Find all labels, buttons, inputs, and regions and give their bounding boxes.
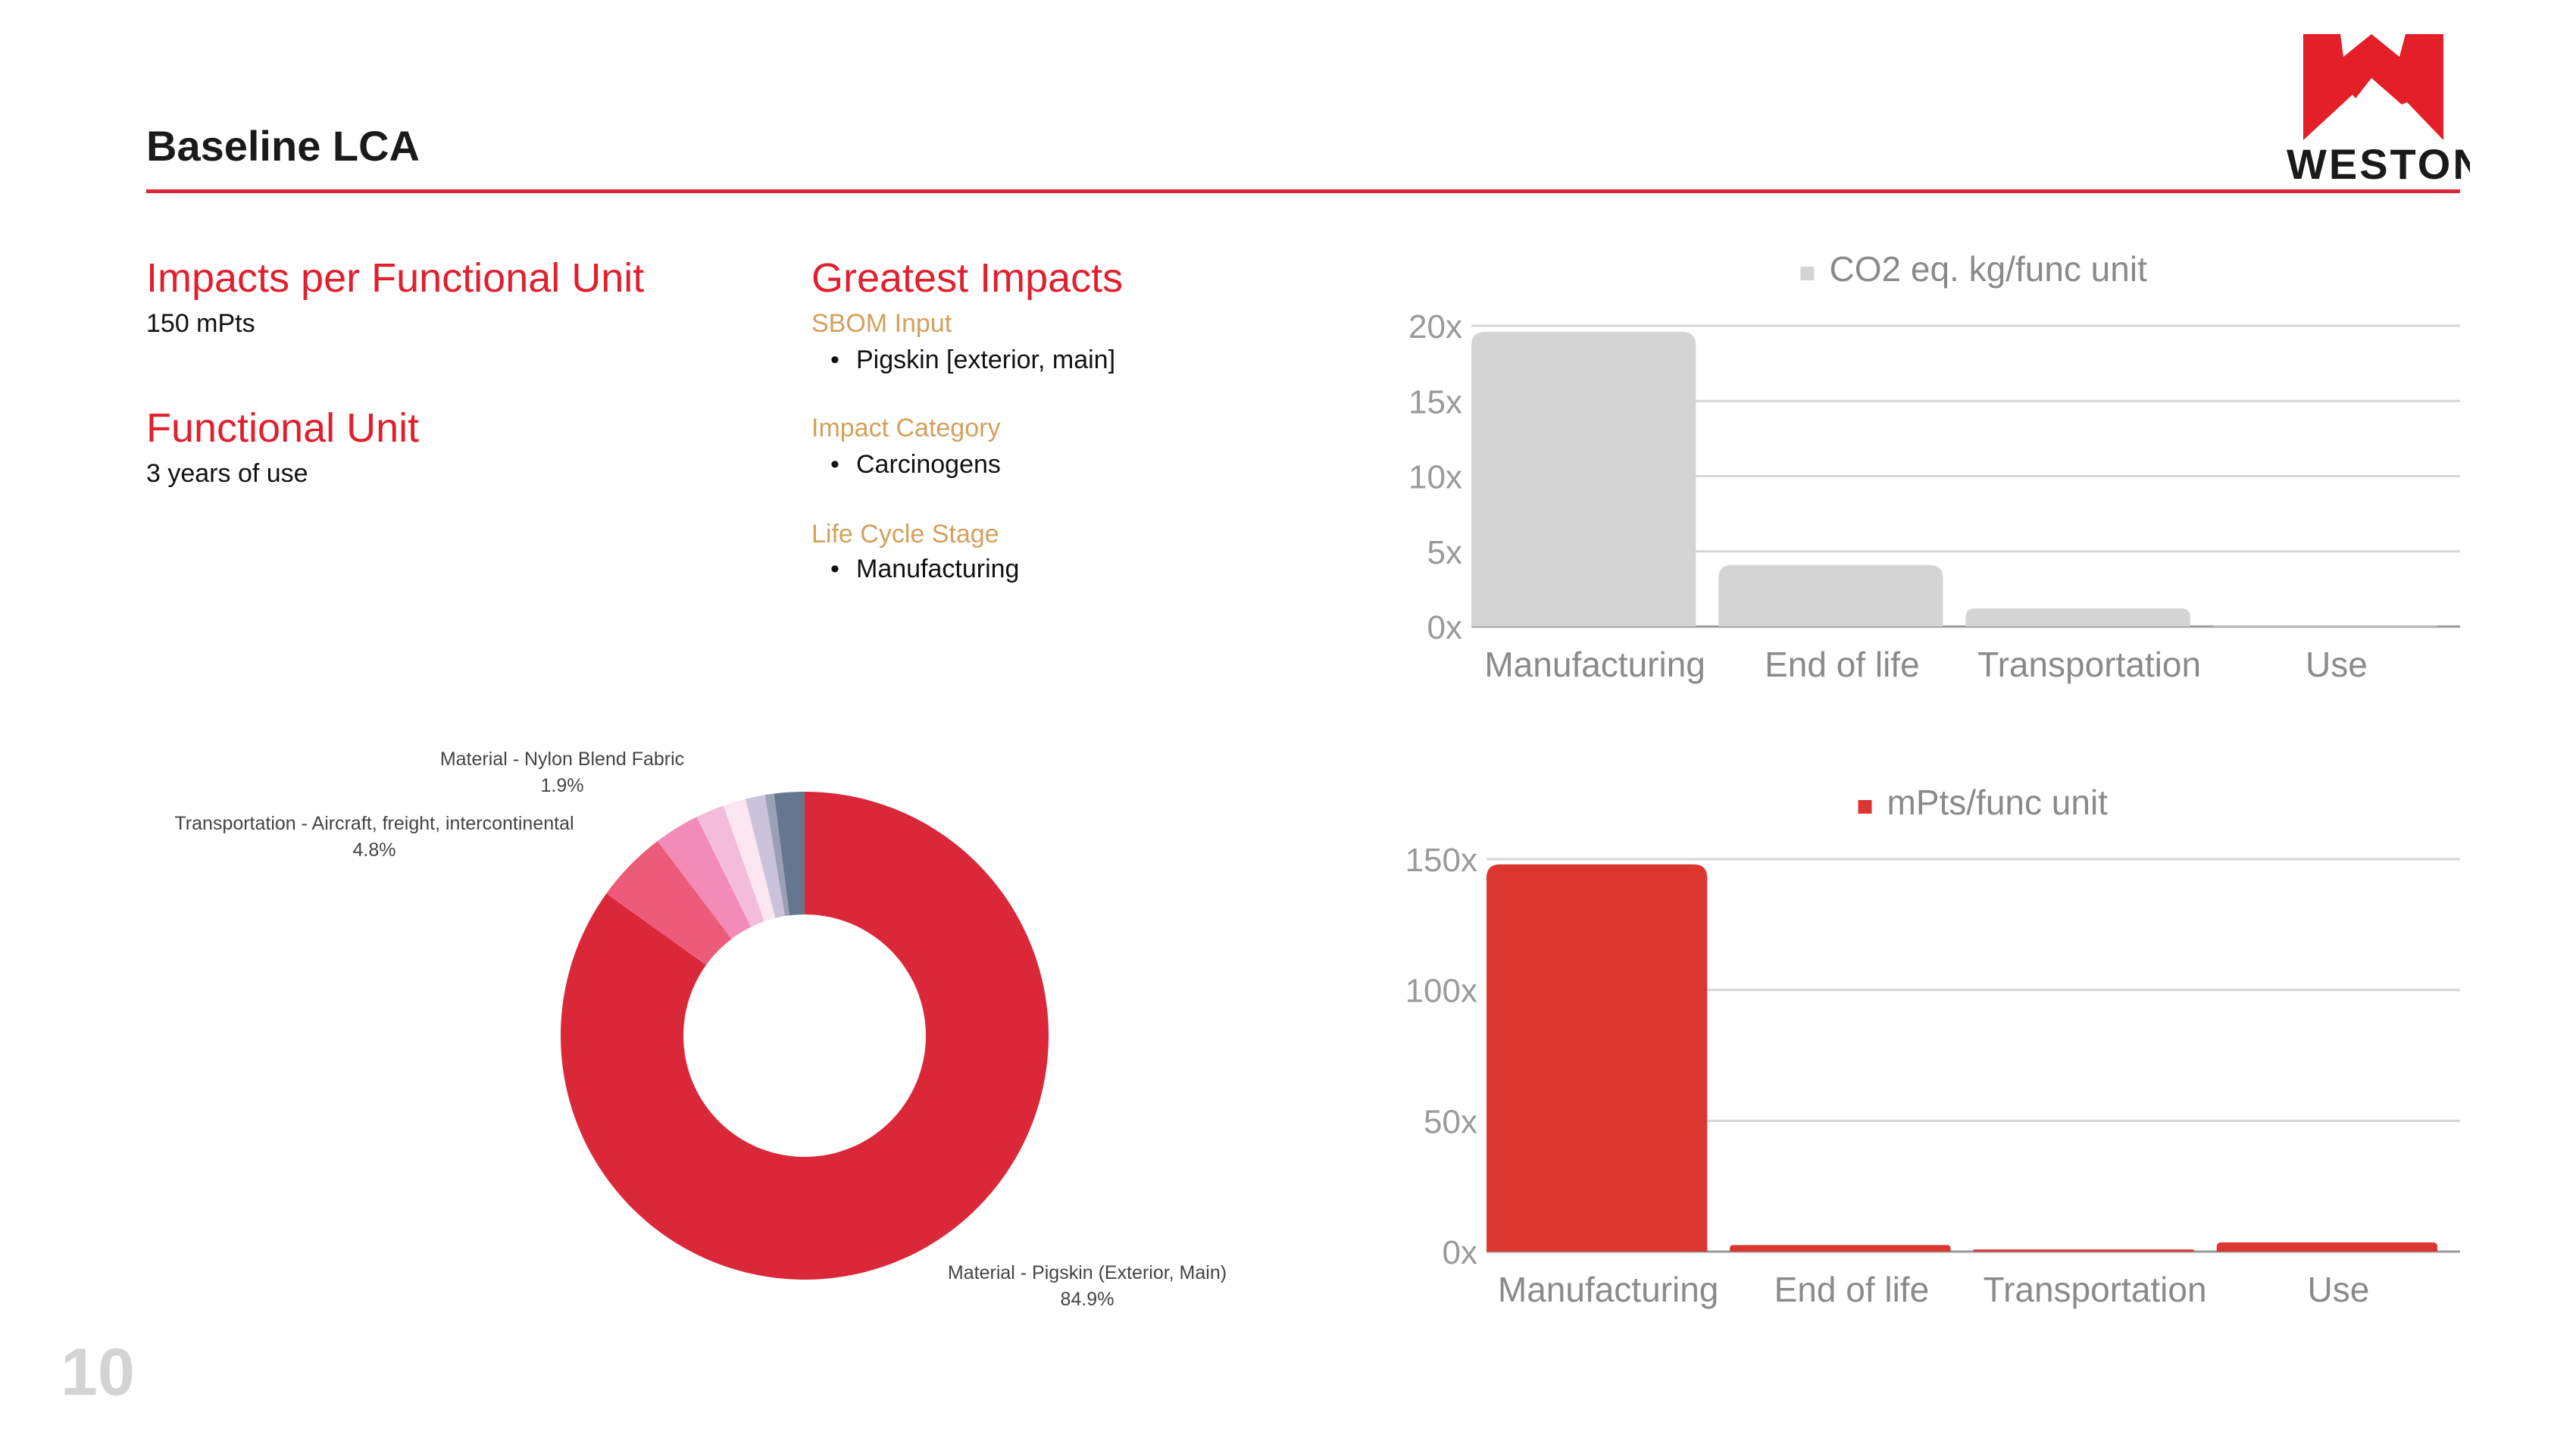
x-category-label: Use [2306,645,2368,684]
bar-manufacturing [1471,331,1696,627]
legend-label: CO2 eq. kg/func unit [1830,249,2148,289]
weston-logo: WESTON [2281,30,2484,188]
x-category-label: Transportation [1977,645,2201,684]
donut-slice-6 [764,793,789,917]
y-tick-label: 100x [1405,973,1477,1010]
pie-label-pigskin-name: Material - Pigskin (Exterior, Main) [947,1262,1227,1283]
pie-label-nylon-pct: 1.9% [540,775,584,796]
pie-label-pigskin: Material - Pigskin (Exterior, Main) 84.9… [948,1260,1227,1313]
bar-end-of-life [1718,564,1943,627]
impacts-heading: Impacts per Functional Unit [146,255,645,301]
sbom-input-item: Pigskin [exterior, main] [830,345,1115,375]
bar-transportation [1973,1249,2194,1252]
y-tick-label: 50x [1424,1103,1477,1140]
pie-label-nylon: Material - Nylon Blend Fabric 1.9% [440,746,684,799]
logo-mark [2303,34,2443,140]
y-tick-label: 0x [1427,609,1462,646]
x-category-label: Manufacturing [1484,645,1705,684]
page-title: Baseline LCA [146,122,420,170]
y-tick-label: 0x [1443,1234,1477,1271]
impact-category-label: Impact Category [811,414,1001,442]
pie-label-nylon-name: Material - Nylon Blend Fabric [439,749,685,770]
pie-label-transportation-name: Transportation - Aircraft, freight, inte… [174,813,574,834]
x-category-label: Manufacturing [1498,1270,1719,1309]
sbom-input-label: SBOM Input [811,309,952,338]
life-cycle-stage-item: Manufacturing [830,555,1020,584]
y-tick-label: 20x [1408,308,1462,345]
donut-slice-0 [560,792,1049,1280]
x-category-label: Use [2307,1270,2369,1309]
y-tick-label: 10x [1408,459,1462,496]
legend-swatch [1800,267,1815,280]
y-tick-label: 15x [1408,383,1462,420]
y-tick-label: 5x [1427,534,1462,571]
donut-slice-2 [657,817,752,939]
x-category-label: Transportation [1984,1270,2207,1309]
donut-slice-3 [696,805,764,927]
page-number: 10 [61,1334,135,1409]
donut-slice-7 [774,792,805,916]
bar-manufacturing [1487,864,1708,1252]
donut-slice-4 [723,799,776,922]
impact-category-item: Carcinogens [830,450,1001,480]
y-tick-label: 150x [1405,842,1477,879]
legend-swatch [1858,800,1872,814]
life-cycle-stage-label: Life Cycle Stage [811,520,999,549]
greatest-impacts-heading: Greatest Impacts [811,255,1124,301]
pie-label-transportation: Transportation - Aircraft, freight, inte… [174,811,574,864]
x-category-label: End of life [1765,645,1920,684]
functional-unit-heading: Functional Unit [146,405,420,451]
donut-slice-1 [606,841,732,965]
pie-label-pigskin-pct: 84.9% [1060,1289,1114,1310]
donut-slice-5 [745,795,785,918]
logo-text: WESTON [2287,140,2470,182]
header-divider [146,189,2460,193]
bar-end-of-life [1730,1245,1951,1252]
bar-use [2216,1242,2437,1252]
pie-label-transportation-pct: 4.8% [352,839,396,861]
bar-transportation [1965,608,2190,627]
legend-label: mPts/func unit [1887,783,2109,822]
bar-use [2212,625,2437,627]
x-category-label: End of life [1774,1270,1930,1309]
functional-unit-value: 3 years of use [146,459,308,488]
impacts-value: 150 mPts [146,309,255,338]
